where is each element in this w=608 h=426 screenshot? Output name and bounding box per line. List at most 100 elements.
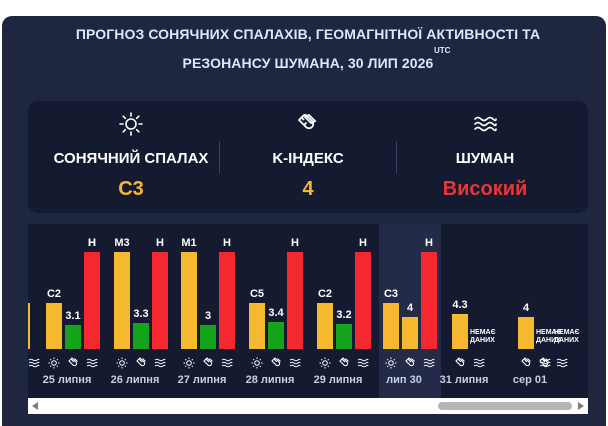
bar-value-label: Н	[88, 237, 96, 249]
bar-value-label: 3.2	[336, 309, 352, 321]
schumann-label: ШУМАН	[455, 150, 515, 167]
sun-icon	[48, 357, 60, 369]
day-label: 31 липня	[439, 374, 489, 386]
kindex-bar	[268, 322, 284, 349]
kindex-label: K-ІНДЕКС	[272, 150, 344, 167]
divider	[219, 141, 220, 173]
day-label: лип 30	[386, 374, 422, 386]
bar-value-label: 4	[406, 302, 414, 314]
bar-value-label: Н	[88, 237, 96, 249]
waves-icon	[221, 358, 233, 368]
bar-value-label: M1	[181, 237, 197, 249]
magnet-icon	[455, 357, 465, 367]
magnet-icon	[215, 111, 401, 137]
timezone-label: UTC	[434, 46, 451, 55]
scroll-thumb[interactable]	[438, 402, 572, 410]
magnet-icon	[203, 357, 213, 367]
schumann-value: Високий	[442, 178, 528, 200]
bar-value-label: C	[28, 288, 32, 300]
sun-icon	[319, 357, 331, 369]
schumann-bar	[421, 252, 437, 349]
day-label: 26 липня	[110, 374, 160, 386]
magnet-icon	[339, 357, 349, 367]
day-label: 28 липня	[245, 374, 295, 386]
bar-value-label: Н	[359, 237, 367, 249]
no-data-label: НЕМАЄ ДАНИХ	[470, 329, 496, 344]
schumann-bar	[355, 252, 371, 349]
horizontal-scrollbar[interactable]	[28, 398, 588, 414]
kindex-bar	[518, 317, 534, 349]
no-data-label: НЕМАЄ ДАНИХ	[536, 329, 562, 344]
bar-value-label: C2	[46, 288, 62, 300]
kindex-bar	[65, 325, 81, 349]
no-data-label: НЕМАЄ ДАНИХ	[554, 329, 580, 344]
waves-icon	[28, 358, 40, 368]
flare-bar	[317, 303, 333, 349]
bar-value-label: 3.1	[65, 310, 81, 322]
schumann-bar	[84, 252, 100, 349]
magnet-icon	[271, 357, 281, 367]
bar-value-label: 3.3	[133, 308, 149, 320]
day-label: сер 01	[512, 374, 548, 386]
day-label: 25 липня	[42, 374, 92, 386]
day-label: 29 липня	[313, 374, 363, 386]
flare-bar	[383, 303, 399, 349]
bar-value-label: 4.3	[452, 299, 468, 311]
sun-icon	[385, 357, 397, 369]
bar-value-label: C5	[249, 288, 265, 300]
kindex-value: 4	[302, 178, 314, 200]
waves-icon	[556, 358, 568, 368]
schumann-bar	[152, 252, 168, 349]
flare-bar	[249, 303, 265, 349]
bar-value-label: Н	[291, 237, 299, 249]
sun-icon	[183, 357, 195, 369]
bar-value-label: Н	[223, 237, 231, 249]
waves-icon	[289, 358, 301, 368]
page-title: ПРОГНОЗ СОНЯЧНИХ СПАЛАХІВ, ГЕОМАГНІТНОЇ …	[75, 26, 541, 42]
summary-schumann: ШУМАН Високий	[392, 101, 578, 213]
waves-icon	[86, 358, 98, 368]
flare-bar	[28, 303, 30, 349]
flare-value: C3	[118, 178, 144, 200]
magnet-icon	[521, 357, 531, 367]
magnet-icon	[136, 357, 146, 367]
waves-icon	[154, 358, 166, 368]
waves-icon	[423, 358, 435, 368]
flare-label: СОНЯЧНИЙ СПАЛАХ	[53, 150, 209, 167]
kindex-bar	[133, 323, 149, 349]
magnet-icon	[539, 357, 549, 367]
kindex-bar	[402, 317, 418, 349]
bar-value-label: Н	[425, 237, 433, 249]
bar-value-label: 4	[522, 302, 530, 314]
sun-icon	[116, 357, 128, 369]
summary-panel: СОНЯЧНИЙ СПАЛАХ C3 K-ІНДЕКС 4 ШУМАН Висо…	[28, 101, 588, 213]
page-title-date: РЕЗОНАНСУ ШУМАНА, 30 ЛИП 2026	[182, 55, 434, 71]
scroll-left-arrow[interactable]	[32, 402, 38, 410]
scroll-right-arrow[interactable]	[578, 402, 584, 410]
magnet-icon	[68, 357, 78, 367]
waves-icon	[392, 111, 578, 137]
bar-value-label: 3.4	[268, 307, 284, 319]
bar-value-label: C2	[317, 288, 333, 300]
sun-icon	[38, 111, 224, 137]
bar-value-label: M3	[114, 237, 130, 249]
bar-value-label: 3	[204, 310, 212, 322]
flare-bar	[181, 252, 197, 349]
schumann-bar	[219, 252, 235, 349]
flare-bar	[46, 303, 62, 349]
magnet-icon	[405, 357, 415, 367]
waves-icon	[473, 358, 485, 368]
kindex-bar	[336, 324, 352, 349]
bar-value-label: C3	[383, 288, 399, 300]
kindex-bar	[452, 314, 468, 349]
divider	[396, 141, 397, 173]
schumann-bar	[287, 252, 303, 349]
sun-icon	[251, 357, 263, 369]
kindex-bar	[200, 325, 216, 349]
waves-icon	[357, 358, 369, 368]
flare-bar	[114, 252, 130, 349]
day-label: 27 липня	[177, 374, 227, 386]
summary-flare: СОНЯЧНИЙ СПАЛАХ C3	[38, 101, 224, 213]
bar-value-label: Н	[156, 237, 164, 249]
